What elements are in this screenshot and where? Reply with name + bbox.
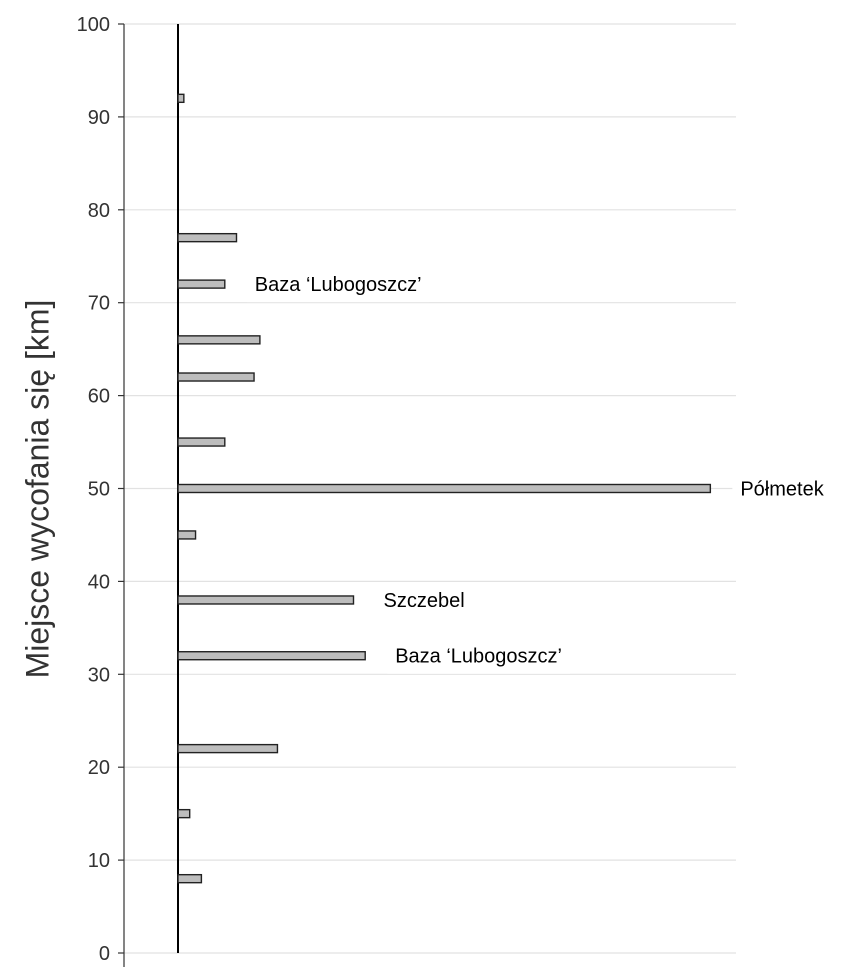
y-tick-label: 70: [88, 293, 110, 315]
y-tick-label: 90: [88, 107, 110, 129]
bar: [177, 232, 238, 243]
annotation-background: [375, 583, 473, 618]
annotation-label: Szczebel: [384, 590, 465, 612]
y-tick-label: 80: [88, 200, 110, 222]
y-tick-label: 50: [88, 479, 110, 501]
bars: [177, 93, 712, 884]
bar: [177, 372, 255, 382]
bar: [177, 595, 355, 605]
y-tick-label: 60: [88, 386, 110, 408]
bar: [177, 483, 712, 494]
bar: [177, 651, 366, 661]
annotations: Baza ‘Lubogoszcz’ Półmetek Szczebel Baza ‘L…: [246, 268, 833, 674]
bar: [177, 743, 279, 754]
y-tick-label: 10: [88, 850, 110, 872]
y-tick-label: 20: [88, 757, 110, 779]
y-tick-label: 0: [99, 943, 110, 965]
y-axis-label: Miejsce wycofania się [km]: [19, 300, 55, 679]
annotation-label: Półmetek: [740, 479, 824, 501]
annotation-background: [246, 268, 430, 303]
annotation-label: Baza ‘Lubogoszcz’: [255, 274, 422, 296]
y-tick-labels: 0 10 20 30 40 50 60 70 80 90 100: [77, 14, 124, 965]
bar: [177, 279, 226, 289]
bar: [177, 873, 203, 884]
annotation-background: [387, 639, 570, 674]
bar: [177, 335, 261, 345]
bar: [177, 808, 191, 819]
y-tick-label: 40: [88, 571, 110, 593]
annotation-background: [732, 472, 833, 507]
y-tick-label: 30: [88, 664, 110, 686]
y-tick-label: 100: [77, 14, 110, 36]
annotation-label: Baza ‘Lubogoszcz’: [395, 646, 562, 668]
bar: [177, 93, 185, 104]
bar: [177, 437, 226, 447]
bar: [177, 530, 197, 540]
